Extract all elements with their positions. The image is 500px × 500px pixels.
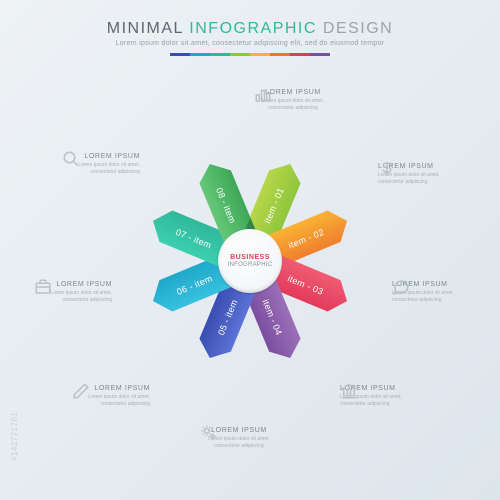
color-bar (0, 53, 500, 56)
page-title: MINIMAL INFOGRAPHIC DESIGN (0, 20, 500, 38)
callout-8: LOREM IPSUMLorem ipsum dolor sit amet, c… (62, 150, 140, 176)
callout-7: LOREM IPSUMLorem ipsum dolor sit amet, c… (34, 278, 112, 304)
center-line1: BUSINESS (230, 254, 270, 261)
callout-6: LOREM IPSUMLorem ipsum dolor sit amet, c… (72, 382, 150, 408)
page-subtitle: Lorem ipsum dolor sit amet, consectetur … (0, 40, 500, 47)
watermark: #142771761 (10, 412, 19, 462)
callout-5: LOREM IPSUMLorem ipsum dolor sit amet, c… (200, 424, 278, 450)
callout-1: LOREM IPSUMLorem ipsum dolor sit amet, c… (254, 86, 332, 112)
callout-4: LOREM IPSUMLorem ipsum dolor sit amet, c… (340, 382, 418, 408)
diagram-stage: item - 01item - 02item - 03item - 0405 -… (0, 82, 500, 500)
center-hub: BUSINESS INFOGRAPHIC (218, 229, 282, 293)
header: MINIMAL INFOGRAPHIC DESIGN Lorem ipsum d… (0, 20, 500, 56)
center-line2: INFOGRAPHIC (228, 262, 273, 268)
callout-2: LOREM IPSUMLorem ipsum dolor sit amet, c… (378, 160, 456, 186)
callout-3: LOREM IPSUMLorem ipsum dolor sit amet, c… (392, 278, 470, 304)
